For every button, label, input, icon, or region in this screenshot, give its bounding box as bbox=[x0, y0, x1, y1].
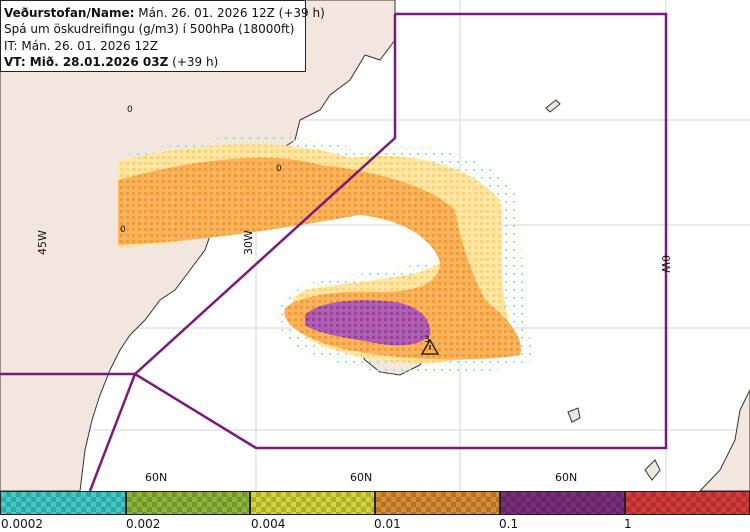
colorbar-label-3: 0.004 bbox=[251, 517, 286, 531]
shetland-islands bbox=[644, 459, 661, 481]
lat-label-2: 60N bbox=[350, 471, 372, 484]
jan-mayen-island bbox=[545, 99, 561, 113]
norway-coast bbox=[698, 389, 750, 492]
colorbar-segment-5 bbox=[500, 491, 625, 515]
faroe-islands bbox=[567, 407, 581, 423]
contour-label-4: 3 bbox=[424, 335, 430, 345]
colorbar-segment-2 bbox=[126, 491, 250, 515]
colorbar-segment-3 bbox=[250, 491, 375, 515]
colorbar-segment-1 bbox=[0, 491, 126, 515]
forecast-info-box: Veðurstofan/Name: Mán. 26. 01. 2026 12Z … bbox=[0, 0, 325, 72]
colorbar-label-5: 0.1 bbox=[499, 517, 519, 531]
lat-label-3: 60N bbox=[555, 471, 577, 484]
colorbar-label-1: 0.0002 bbox=[1, 517, 43, 531]
lat-label-1: 60N bbox=[145, 471, 167, 484]
info-line-3: IT: Mán. 26. 01. 2026 12Z bbox=[4, 38, 158, 53]
lon-label-45w: 45W bbox=[36, 230, 49, 255]
ash-area-boundary bbox=[0, 12, 668, 492]
valid-time: VT: Mið. 28.01.2026 03Z bbox=[4, 54, 169, 69]
colorbar-segment-4 bbox=[375, 491, 500, 515]
contour-label-1: 0 bbox=[127, 105, 133, 115]
colorbar-label-2: 0.002 bbox=[126, 517, 161, 531]
contour-label-2: 0 bbox=[276, 164, 282, 174]
lon-label-30w: 30W bbox=[242, 230, 255, 255]
ash-concentration-orange bbox=[118, 157, 521, 360]
contour-label-3: 0 bbox=[120, 225, 126, 235]
info-line-2: Spá um öskudreifingu (g/m3) í 500hPa (18… bbox=[4, 22, 295, 37]
issue-time: Mán. 26. 01. 2026 12Z (+39 h) bbox=[134, 6, 325, 20]
colorbar-label-4: 0.01 bbox=[374, 517, 401, 531]
valid-offset: (+39 h) bbox=[168, 54, 219, 69]
info-line-1: Veðurstofan/Name: Mán. 26. 01. 2026 12Z … bbox=[4, 5, 325, 21]
map-canvas: 45W 30W 0W 60N 60N 60N 0 0 0 3 bbox=[0, 0, 750, 492]
issuer-label: Veðurstofan/Name: bbox=[4, 6, 135, 20]
volcano-triangle-icon bbox=[420, 338, 440, 355]
colorbar-label-6: 1 bbox=[624, 517, 632, 531]
colorbar-segment-6 bbox=[625, 491, 750, 515]
info-line-4: VT: Mið. 28.01.2026 03Z (+39 h) bbox=[4, 54, 305, 70]
concentration-colorbar: 0.0002 0.002 0.004 0.01 0.1 1 bbox=[0, 491, 750, 532]
lon-label-0w: 0W bbox=[659, 255, 672, 273]
ash-concentration-high bbox=[305, 300, 431, 346]
